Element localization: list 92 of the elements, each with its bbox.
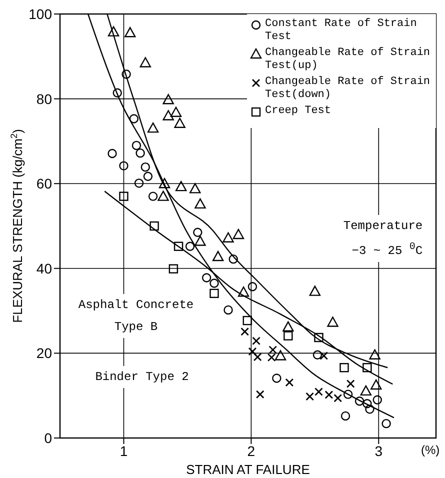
point <box>346 380 355 388</box>
annotation: Asphalt Concrete Type B <box>76 294 196 338</box>
point <box>132 140 142 150</box>
point <box>162 110 174 120</box>
point <box>140 57 151 68</box>
point <box>360 385 372 396</box>
point <box>340 363 349 372</box>
point <box>238 286 250 297</box>
point <box>354 396 364 406</box>
point <box>194 236 206 246</box>
point <box>232 228 244 240</box>
legend-label: Creep Test <box>265 105 332 118</box>
point <box>158 190 169 201</box>
point <box>119 192 128 201</box>
point <box>112 88 122 98</box>
point <box>122 70 131 79</box>
y-tick-label: 80 <box>36 90 52 107</box>
point <box>340 411 350 421</box>
point <box>285 378 294 387</box>
point <box>312 350 322 360</box>
point <box>202 273 212 282</box>
point <box>365 404 374 414</box>
point <box>174 118 186 128</box>
point <box>129 114 139 124</box>
y-tick-label: 100 <box>28 6 52 22</box>
text: (%) <box>421 442 441 459</box>
point <box>136 148 145 158</box>
point <box>362 399 372 408</box>
annotation: Binder Type 2 <box>82 366 202 388</box>
point <box>148 192 158 201</box>
point <box>174 242 184 251</box>
x-tick-label: 1 <box>120 442 128 459</box>
point <box>158 178 170 188</box>
y-tick-label: 20 <box>36 345 52 362</box>
point <box>274 350 286 360</box>
x-tick-label: 2 <box>247 442 256 459</box>
point <box>248 282 258 292</box>
point <box>253 352 262 362</box>
point <box>224 305 233 315</box>
point <box>306 392 314 401</box>
legend-label: Changeable Rate of Strain Test(up) <box>265 47 432 73</box>
point <box>134 178 144 188</box>
point <box>228 254 238 264</box>
point <box>272 374 282 383</box>
point <box>382 418 391 428</box>
point <box>193 228 202 237</box>
legend-label: Constant Rate of Strain Test <box>265 18 418 44</box>
point <box>108 26 120 36</box>
point <box>320 352 328 360</box>
point <box>256 390 264 399</box>
point <box>162 94 174 104</box>
point <box>324 390 334 399</box>
point <box>282 321 294 332</box>
point <box>314 388 323 396</box>
legend-label: Changeable Rate of Strain Test(down) <box>265 76 432 102</box>
point <box>362 363 372 372</box>
point <box>284 331 293 340</box>
point <box>314 332 324 342</box>
point <box>175 180 187 192</box>
point <box>185 242 195 251</box>
point <box>212 250 224 262</box>
point <box>194 198 206 209</box>
point <box>168 264 178 274</box>
y-tick-label: 40 <box>36 260 52 276</box>
y-tick-label: 60 <box>36 176 52 192</box>
x-axis-title: STRAIN AT FAILURE <box>186 462 310 477</box>
point <box>370 379 382 390</box>
point <box>150 221 159 231</box>
point <box>222 232 234 242</box>
point <box>309 286 321 296</box>
point <box>334 394 342 402</box>
point <box>170 106 182 117</box>
point <box>372 395 382 404</box>
point <box>210 278 219 288</box>
point <box>242 316 252 326</box>
annotation: Temperature −3 ~ 25 $^{0}$C <box>330 215 423 262</box>
point <box>119 161 128 170</box>
point <box>108 148 117 158</box>
y-tick-label: 0 <box>44 430 52 446</box>
point <box>190 183 201 194</box>
point <box>124 27 136 38</box>
point <box>369 349 380 360</box>
point <box>147 122 159 133</box>
point <box>140 162 150 172</box>
point <box>343 390 353 399</box>
point <box>210 288 219 298</box>
point <box>143 172 153 181</box>
x-tick-label: 3 <box>374 442 383 459</box>
point <box>252 336 260 346</box>
point <box>248 347 257 356</box>
point <box>327 316 338 327</box>
point <box>240 327 250 336</box>
